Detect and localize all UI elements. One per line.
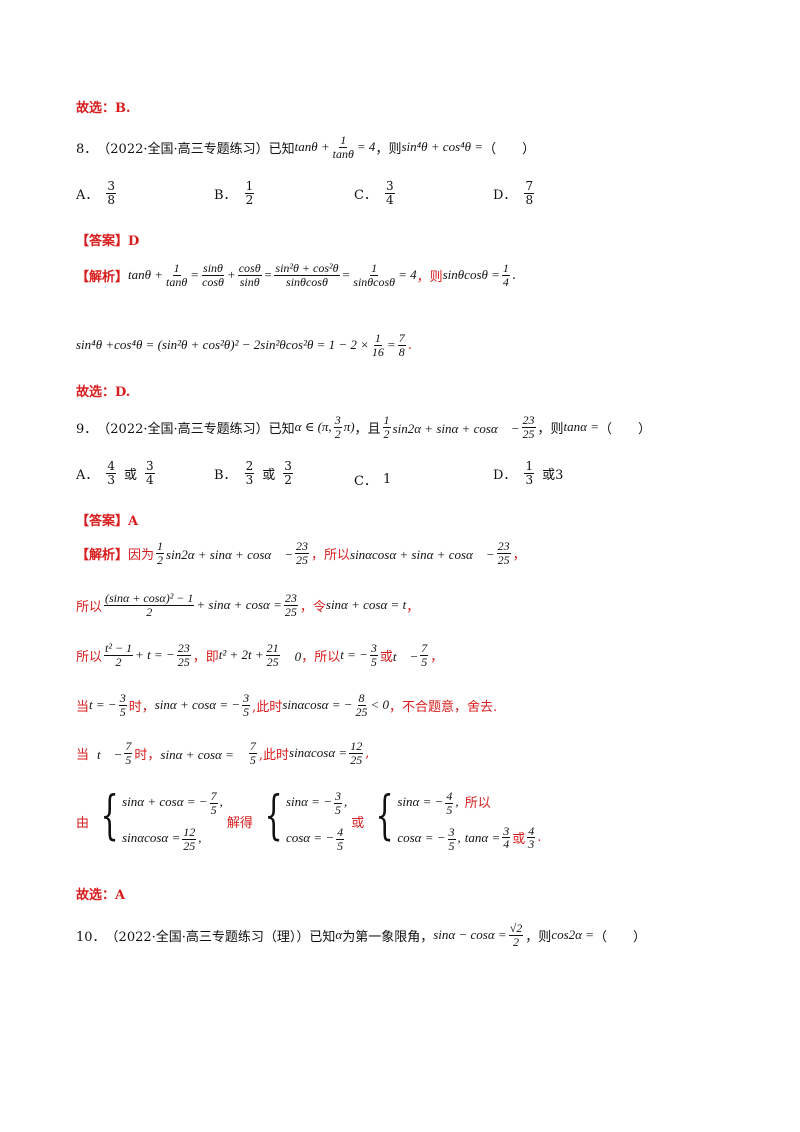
q8-analysis-tag: 【解析】 [76, 269, 129, 285]
q8-cond-b: = 4 [356, 139, 376, 155]
q9-system-2: { sinα = −3 5, cosα = −4 5 [264, 786, 348, 853]
q10-number: 10． [76, 929, 106, 945]
q8-ask: sin⁴θ + cos⁴θ = [401, 139, 484, 155]
q9-option-b: B． 2 3 或 3 2 [214, 459, 293, 487]
q9-analysis-line6: 由 { sinα + cosα = −7 5, sinαcosα = 12 25, 解… [76, 786, 542, 853]
q8-paren: （ ） [483, 141, 536, 157]
q8-option-d: D． 7 8 [493, 179, 535, 207]
q8-conclusion: 故选：D. [76, 385, 131, 400]
q9-option-a: A． 4 3 或 3 4 [76, 459, 155, 487]
q8-number: 8． [76, 141, 98, 157]
q8-answer: 【答案】D [76, 234, 140, 249]
prev-conclusion: 故选：B. [76, 101, 131, 116]
q9-option-c: C． 1 [354, 472, 392, 489]
q8-analysis-line1: 【解析】 tanθ + 1 tanθ = sinθ cosθ + cosθ sinθ … [76, 261, 517, 289]
q8-then: ，则 [375, 141, 402, 157]
q9-system-3: { sinα = −4 5, cosα = −3 5, [375, 786, 461, 853]
q10-stem: 10． （2022·全国·高三专题练习（理））已知 α 为第一象限角， sinα… [76, 921, 647, 949]
q8-analysis-line2: sin⁴θ + cos⁴θ = (sin²θ + cos²θ)² − 2sin²… [76, 331, 412, 359]
q8-option-b: B． 1 2 [214, 179, 255, 207]
q8-option-c: C． 3 4 [354, 179, 395, 207]
q8-option-a: A． 3 8 [76, 179, 117, 207]
q9-number: 9． [76, 421, 98, 437]
q8-source: （2022·全国·高三专题练习）已知 [97, 141, 295, 157]
q8-cond-frac: 1 tanθ [332, 133, 354, 161]
q8-stem: 8． （2022·全国·高三专题练习）已知 tanθ + 1 tanθ = 4 ，… [76, 134, 770, 160]
q9-conclusion: 故选：A [76, 888, 126, 903]
q9-analysis-tag: 【解析】 [76, 547, 129, 563]
q9-answer: 【答案】A [76, 514, 139, 529]
q9-option-d: D． 1 3 或3 [493, 459, 564, 487]
q9-system-1: { sinα + cosα = −7 5, sinαcosα = 12 25, [100, 786, 223, 853]
q8-cond-a: tanθ + [294, 139, 330, 155]
q9-source: （2022·全国·高三专题练习）已知 [97, 421, 295, 437]
q10-source: （2022·全国·高三专题练习（理））已知 [105, 929, 336, 945]
